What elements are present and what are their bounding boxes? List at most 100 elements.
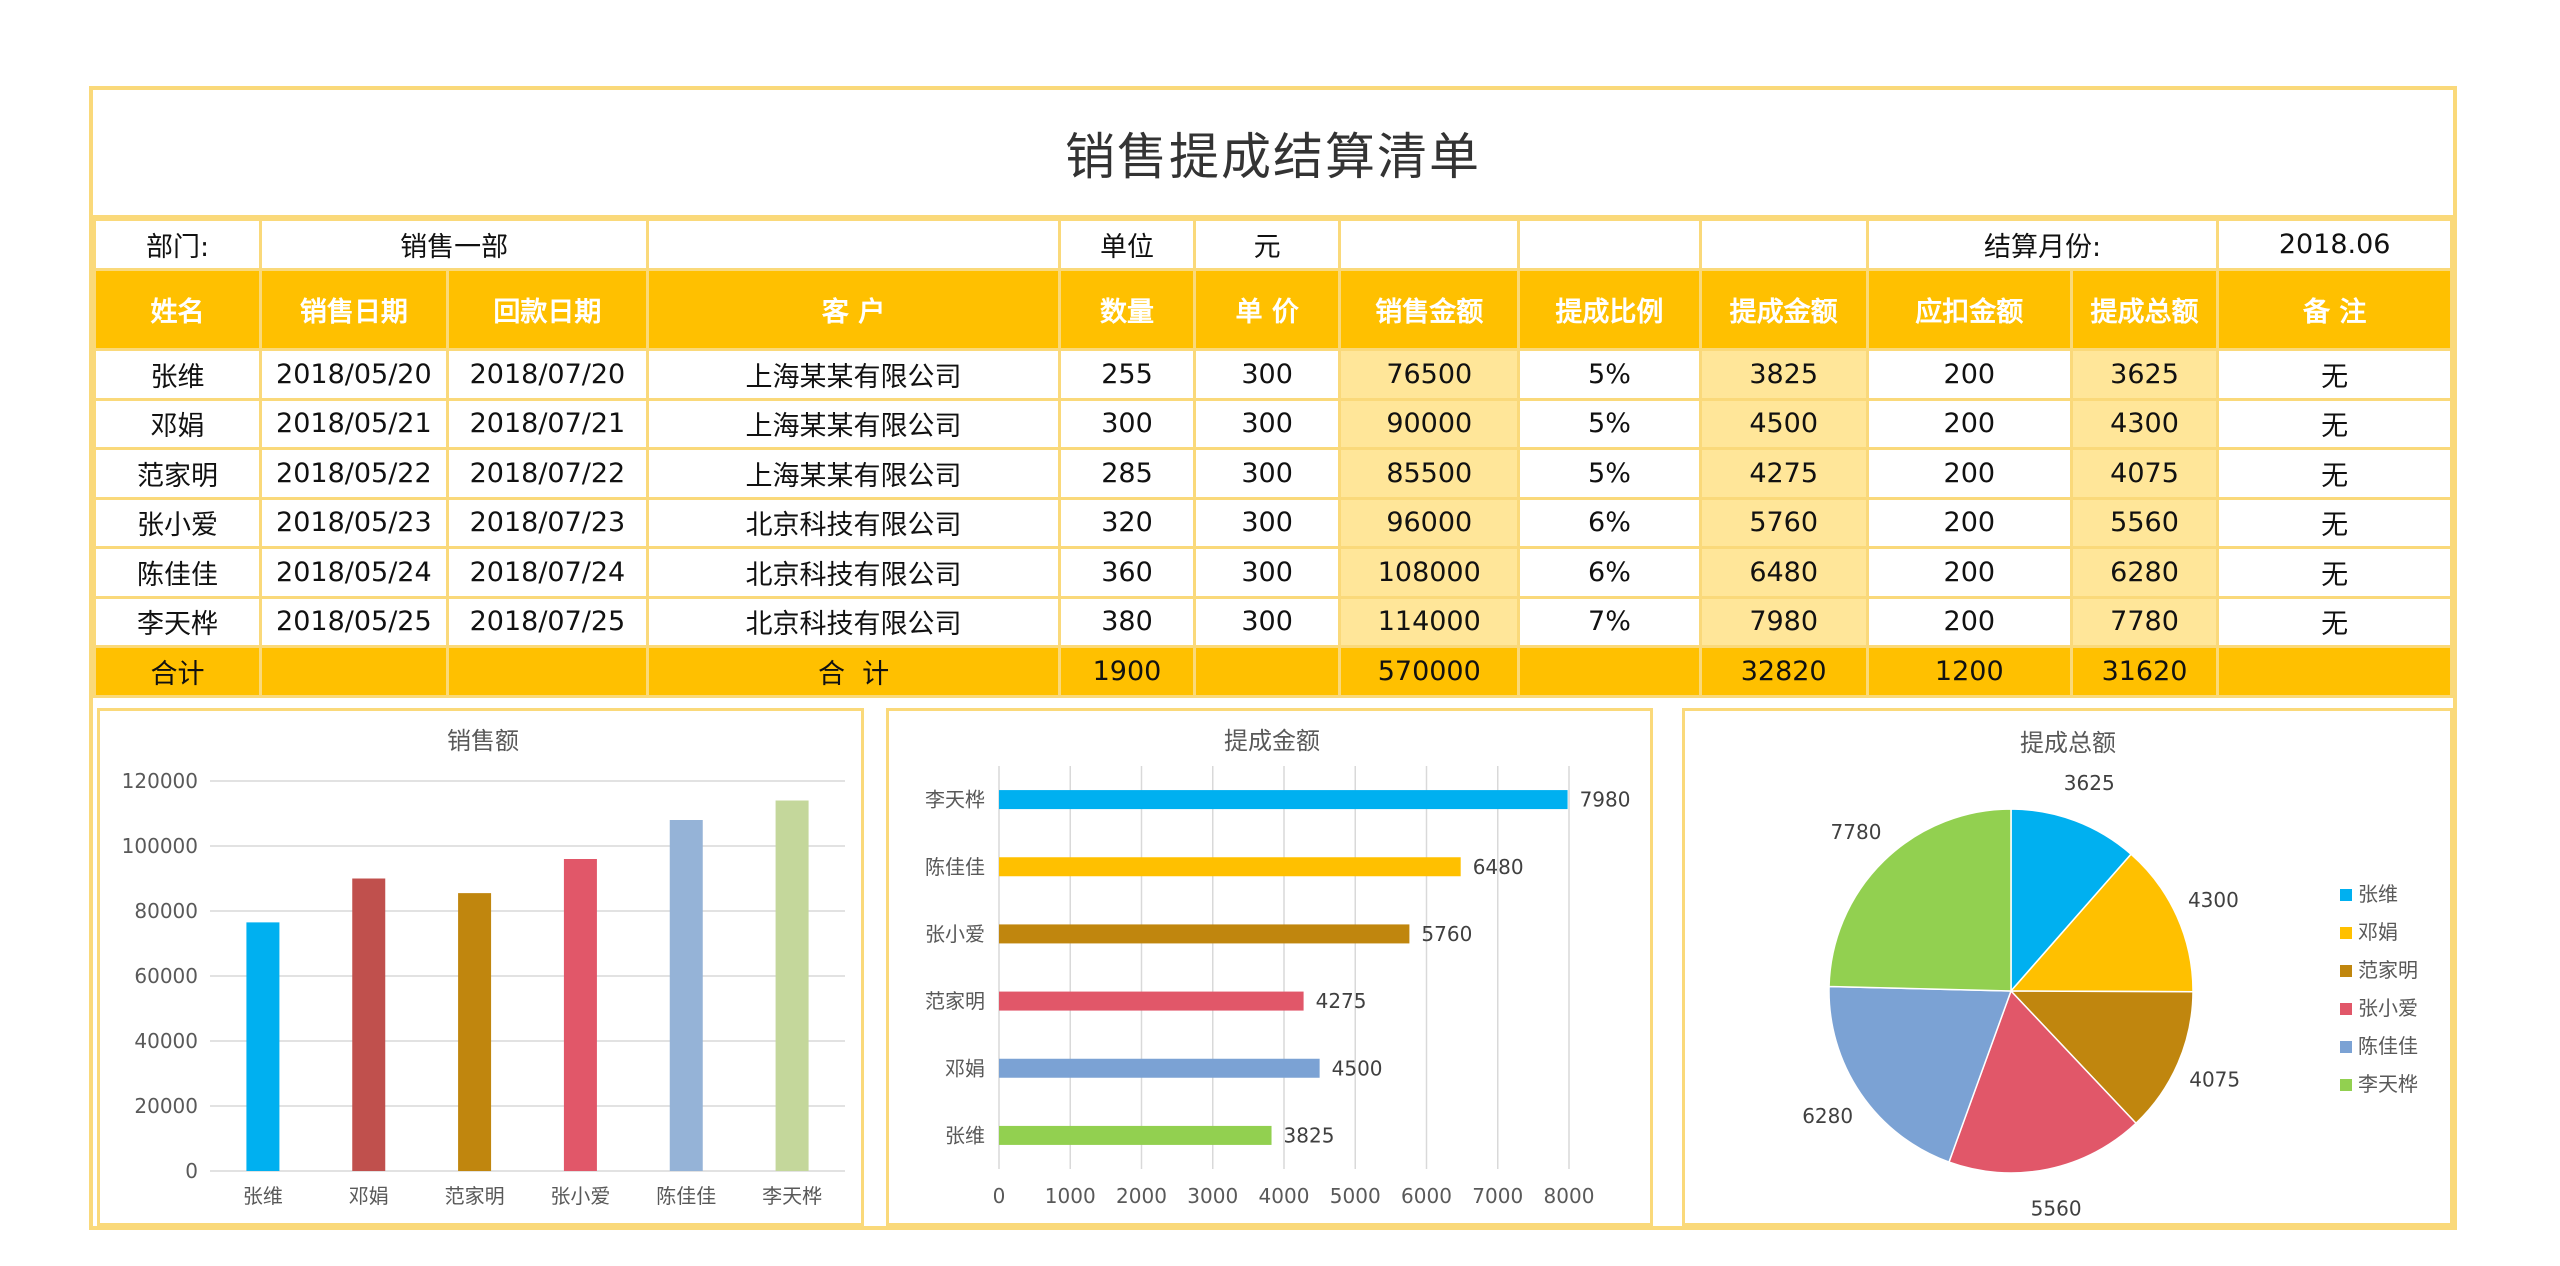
cell-customer[interactable]: 北京科技有限公司 [646,496,1061,549]
cell-quantity[interactable]: 360 [1057,546,1197,599]
bar[interactable] [352,878,386,1172]
cell-remark[interactable]: 无 [2216,447,2453,500]
cell-deduction[interactable]: 200 [1865,595,2073,648]
cell-unit-price[interactable]: 300 [1193,496,1342,549]
cell-sales-amount[interactable]: 114000 [1338,595,1521,648]
cell-sales-amount[interactable]: 85500 [1338,447,1521,500]
bar[interactable] [775,800,809,1172]
pie-slice[interactable] [1828,808,2012,992]
cell-customer[interactable]: 北京科技有限公司 [646,546,1061,599]
cell-deduction[interactable]: 200 [1865,397,2073,450]
cell-name[interactable]: 李天桦 [92,595,263,648]
cell-payment-date[interactable]: 2018/07/20 [445,348,650,401]
column-header-commission-total[interactable]: 提成总额 [2069,268,2220,351]
cell-unit-price[interactable]: 300 [1193,447,1342,500]
month-value[interactable]: 2018.06 [2216,218,2453,271]
cell-commission-rate[interactable]: 5% [1517,397,1702,450]
bar[interactable] [563,859,597,1171]
cell-sale-date[interactable]: 2018/05/24 [259,546,449,599]
cell-customer[interactable]: 上海某某有限公司 [646,447,1061,500]
cell-name[interactable]: 张小爱 [92,496,263,549]
cell-quantity[interactable]: 255 [1057,348,1197,401]
cell-commission-amount[interactable]: 4275 [1698,447,1869,500]
cell-customer[interactable]: 北京科技有限公司 [646,595,1061,648]
pie-slice[interactable] [1828,985,2013,1164]
column-header-deduction[interactable]: 应扣金额 [1865,268,2073,351]
bar[interactable] [999,991,1304,1011]
bar[interactable] [999,790,1568,810]
cell-sale-date[interactable]: 2018/05/25 [259,595,449,648]
column-header-customer[interactable]: 客 户 [646,268,1061,351]
total-pie-chart-panel[interactable]: 提成总额 3625 4300 4075 5560 6280 7780 张维 邓娟 范家明 张小爱 陈佳… [1682,708,2453,1226]
cell-quantity[interactable]: 320 [1057,496,1197,549]
bar[interactable] [999,857,1461,877]
cell-unit-price[interactable]: 300 [1193,348,1342,401]
cell-sales-amount[interactable]: 90000 [1338,397,1521,450]
cell-deduction[interactable]: 200 [1865,348,2073,401]
cell-customer[interactable]: 上海某某有限公司 [646,397,1061,450]
cell-sales-amount[interactable]: 96000 [1338,496,1521,549]
cell-quantity[interactable]: 380 [1057,595,1197,648]
cell-deduction[interactable]: 200 [1865,447,2073,500]
column-header-sale-date[interactable]: 销售日期 [259,268,449,351]
cell-name[interactable]: 陈佳佳 [92,546,263,599]
cell-commission-amount[interactable]: 7980 [1698,595,1869,648]
cell-unit-price[interactable]: 300 [1193,546,1342,599]
cell-sale-date[interactable]: 2018/05/22 [259,447,449,500]
cell-commission-total[interactable]: 6280 [2069,546,2220,599]
pie-slice[interactable] [1948,989,2138,1174]
cell-sale-date[interactable]: 2018/05/23 [259,496,449,549]
cell-commission-rate[interactable]: 5% [1517,447,1702,500]
cell-remark[interactable]: 无 [2216,397,2453,450]
cell-commission-rate[interactable]: 5% [1517,348,1702,401]
cell-deduction[interactable]: 200 [1865,496,2073,549]
pie-slice[interactable] [2010,808,2133,993]
cell-commission-amount[interactable]: 3825 [1698,348,1869,401]
cell-commission-total[interactable]: 7780 [2069,595,2220,648]
cell-remark[interactable]: 无 [2216,348,2453,401]
cell-commission-rate[interactable]: 6% [1517,546,1702,599]
column-header-remark[interactable]: 备 注 [2216,268,2453,351]
cell-payment-date[interactable]: 2018/07/24 [445,546,650,599]
cell-remark[interactable]: 无 [2216,496,2453,549]
cell-payment-date[interactable]: 2018/07/25 [445,595,650,648]
cell-commission-total[interactable]: 4075 [2069,447,2220,500]
cell-sale-date[interactable]: 2018/05/21 [259,397,449,450]
bar[interactable] [458,893,492,1171]
bar[interactable] [999,1058,1320,1078]
column-header-commission-amount[interactable]: 提成金额 [1698,268,1869,351]
cell-remark[interactable]: 无 [2216,595,2453,648]
cell-quantity[interactable]: 300 [1057,397,1197,450]
bar[interactable] [999,924,1410,944]
column-header-quantity[interactable]: 数量 [1057,268,1197,351]
dept-value[interactable]: 销售一部 [259,218,650,271]
pie-slice[interactable] [2009,853,2194,993]
cell-unit-price[interactable]: 300 [1193,595,1342,648]
cell-payment-date[interactable]: 2018/07/21 [445,397,650,450]
cell-commission-amount[interactable]: 4500 [1698,397,1869,450]
column-header-name[interactable]: 姓名 [92,268,263,351]
cell-commission-total[interactable]: 5560 [2069,496,2220,549]
cell-commission-total[interactable]: 4300 [2069,397,2220,450]
cell-name[interactable]: 邓娟 [92,397,263,450]
cell-payment-date[interactable]: 2018/07/23 [445,496,650,549]
bar[interactable] [669,820,703,1171]
cell-payment-date[interactable]: 2018/07/22 [445,447,650,500]
cell-name[interactable]: 范家明 [92,447,263,500]
cell-commission-rate[interactable]: 7% [1517,595,1702,648]
cell-quantity[interactable]: 285 [1057,447,1197,500]
column-header-sales-amount[interactable]: 销售金额 [1338,268,1521,351]
cell-customer[interactable]: 上海某某有限公司 [646,348,1061,401]
cell-name[interactable]: 张维 [92,348,263,401]
column-header-unit-price[interactable]: 单 价 [1193,268,1342,351]
unit-value[interactable]: 元 [1193,218,1342,271]
column-header-payment-date[interactable]: 回款日期 [445,268,650,351]
cell-sale-date[interactable]: 2018/05/20 [259,348,449,401]
cell-unit-price[interactable]: 300 [1193,397,1342,450]
cell-sales-amount[interactable]: 76500 [1338,348,1521,401]
cell-deduction[interactable]: 200 [1865,546,2073,599]
cell-commission-total[interactable]: 3625 [2069,348,2220,401]
commission-chart-panel[interactable]: 提成金额 0 1000 2000 3000 4000 5000 6000 7000 8000 李天桦… [886,708,1653,1226]
cell-commission-amount[interactable]: 6480 [1698,546,1869,599]
bar[interactable] [246,922,280,1171]
